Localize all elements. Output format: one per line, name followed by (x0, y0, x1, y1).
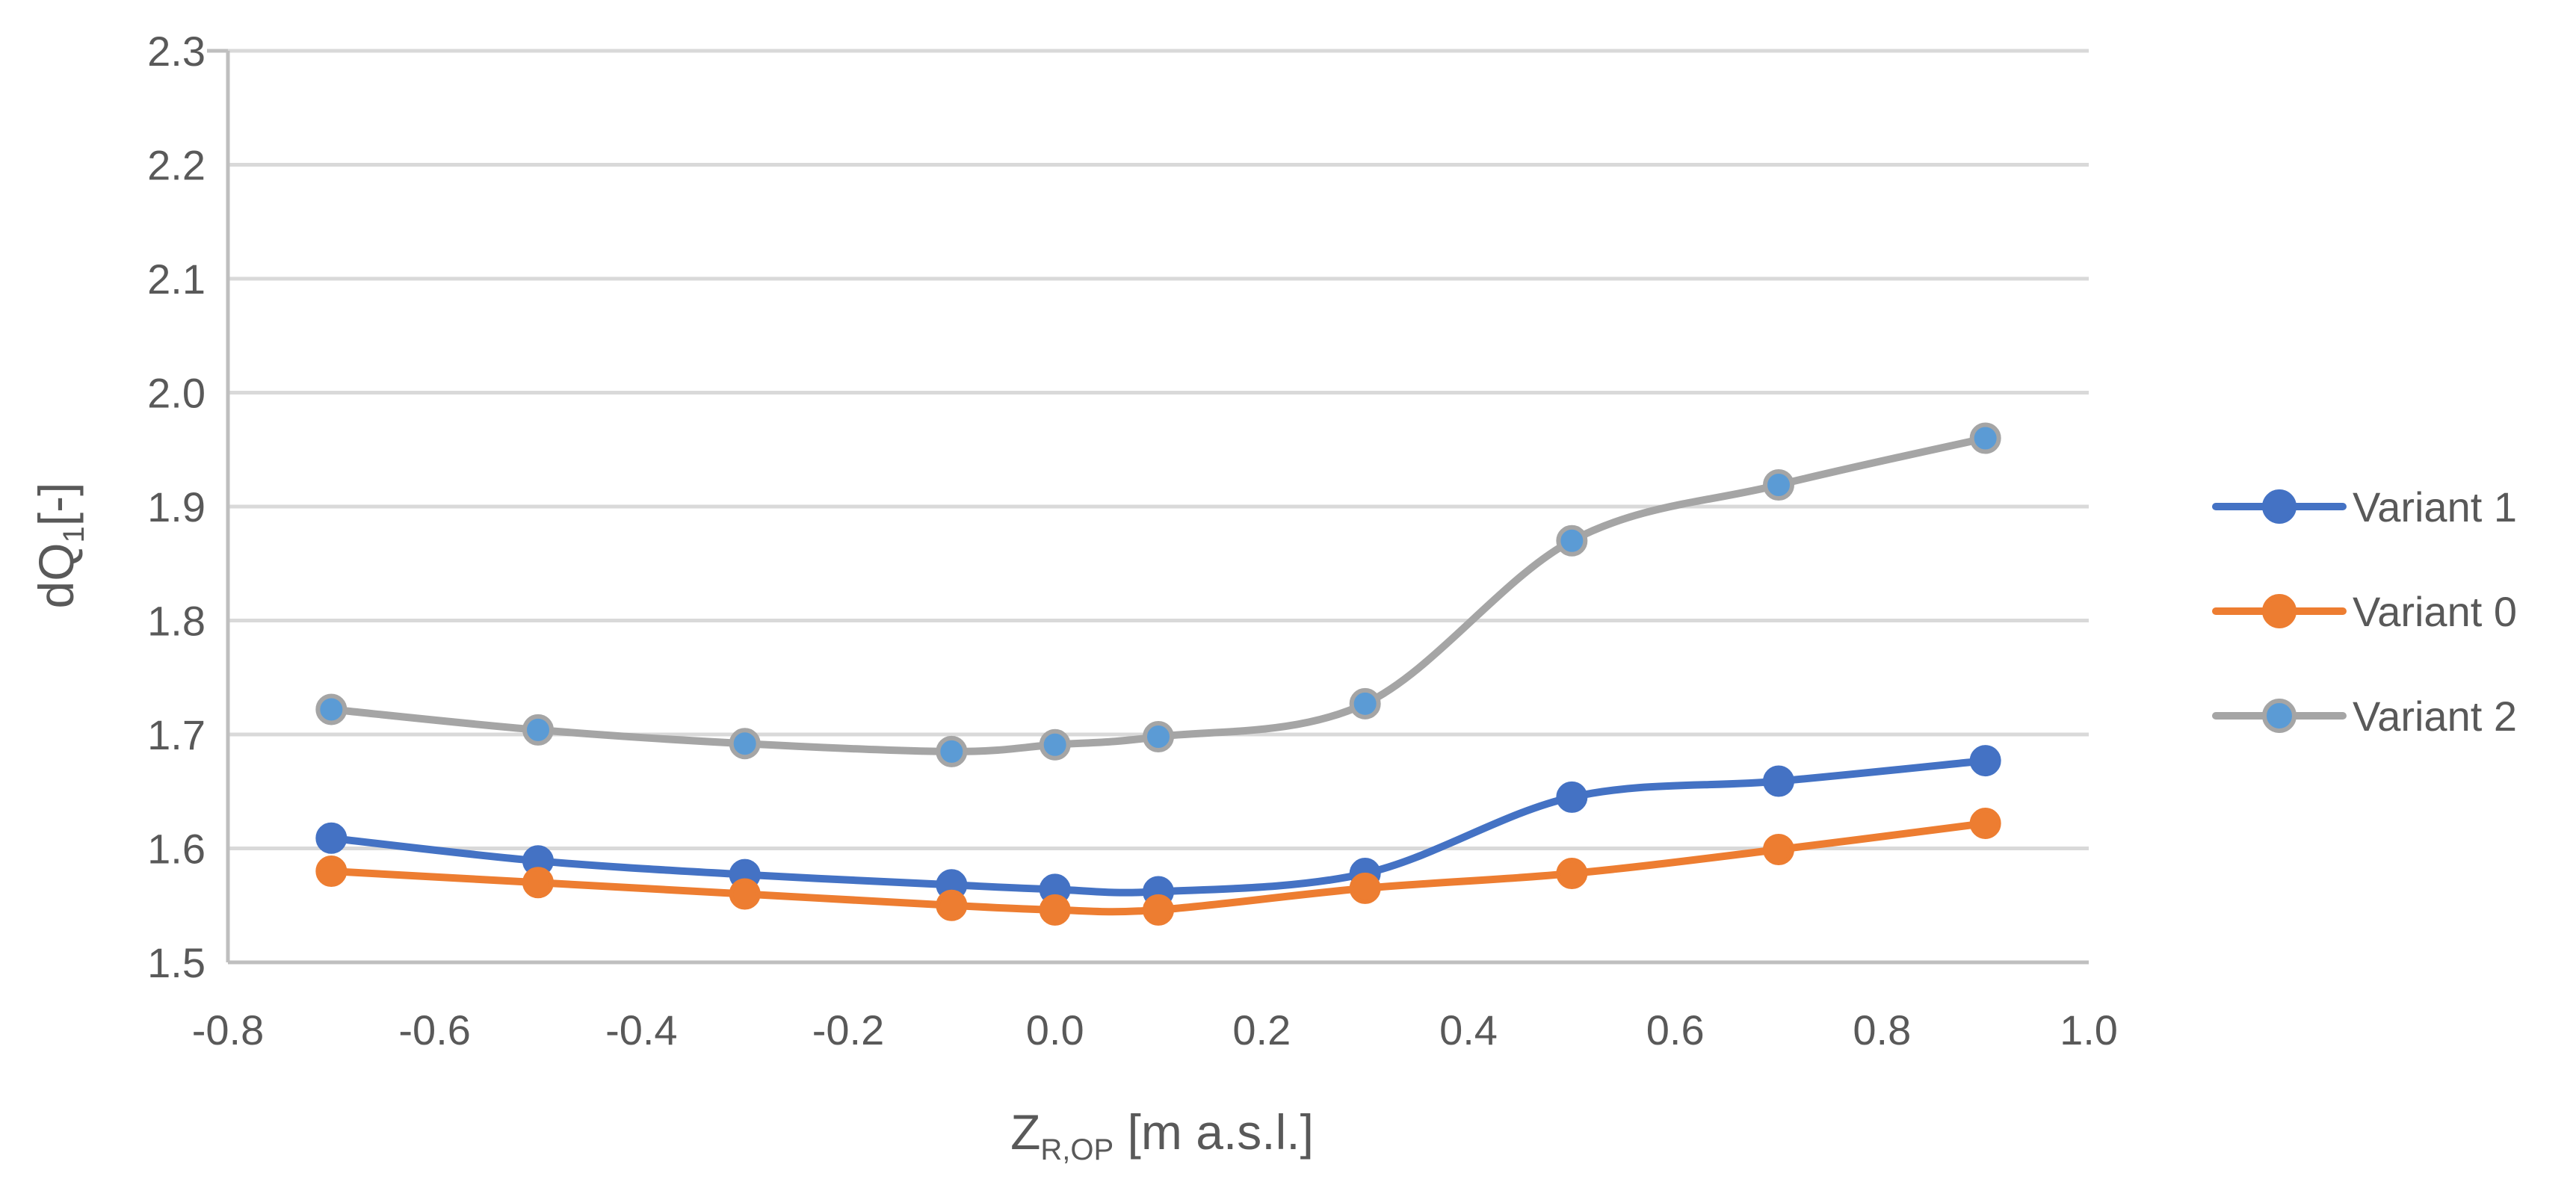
x-tick-label: 0.0 (1026, 1006, 1084, 1053)
y-axis-title: dQ1[-] (28, 483, 90, 609)
legend-item-variant-0: Variant 0 (2212, 588, 2517, 635)
data-point-variant-0 (1349, 872, 1381, 904)
series-line-variant-2 (327, 434, 1989, 755)
data-point-variant-1 (1763, 765, 1794, 797)
y-tick-label: 1.5 (147, 939, 206, 986)
data-point-variant-0 (936, 889, 968, 921)
x-tick-label: 0.6 (1646, 1006, 1705, 1053)
data-point-variant-2 (1556, 525, 1588, 557)
x-tick-label: 0.2 (1232, 1006, 1291, 1053)
y-axis-title-sub: 1 (58, 526, 90, 542)
data-point-variant-0 (1763, 834, 1794, 866)
y-tick-label: 2.0 (147, 370, 206, 417)
x-axis-title: ZR,OP [m a.s.l.] (1010, 1104, 1314, 1166)
axes (207, 49, 2089, 965)
data-point-variant-2 (1143, 721, 1174, 753)
y-tick-label: 1.7 (147, 711, 206, 758)
legend-label: Variant 1 (2353, 483, 2517, 530)
data-point-variant-0 (315, 856, 348, 887)
data-point-variant-2 (315, 693, 348, 725)
data-point-variant-1 (1556, 781, 1588, 813)
y-axis-title-main: dQ (28, 542, 84, 608)
y-tick-label: 2.3 (147, 28, 206, 75)
y-tick-label: 1.8 (147, 598, 206, 645)
y-tick-label: 1.6 (147, 826, 206, 873)
legend: Variant 1 Variant 0 Variant 2 (2212, 483, 2517, 740)
data-point-variant-2 (1349, 687, 1381, 720)
y-tick-label: 2.1 (147, 256, 206, 303)
y-tick-label: 2.2 (147, 142, 206, 189)
series-group (315, 422, 2001, 926)
series-line-variant-1 (327, 757, 1989, 897)
series-line-variant-0 (327, 819, 1989, 916)
y-axis-title-unit: [-] (28, 483, 84, 527)
x-tick-labels: -0.8 -0.6 -0.4 -0.2 0.0 0.2 0.4 0.6 0.8 1.0 (192, 1006, 2118, 1053)
legend-item-variant-2: Variant 2 (2212, 693, 2517, 740)
data-point-variant-2 (936, 735, 968, 767)
data-point-variant-0 (729, 878, 761, 910)
data-point-variant-2 (729, 728, 761, 760)
y-tick-label: 1.9 (147, 483, 206, 530)
x-axis-title-sub: R,OP (1040, 1133, 1114, 1166)
data-point-variant-1 (315, 822, 348, 854)
data-point-variant-2 (522, 714, 554, 746)
legend-label: Variant 2 (2353, 693, 2517, 740)
x-tick-label: -0.8 (192, 1006, 265, 1053)
data-point-variant-0 (1039, 894, 1071, 926)
data-point-variant-0 (522, 867, 554, 899)
x-tick-label: 0.4 (1439, 1006, 1498, 1053)
x-tick-label: -0.2 (812, 1006, 885, 1053)
data-point-variant-2 (1763, 469, 1794, 501)
data-point-variant-0 (1143, 894, 1174, 926)
legend-swatch-marker (2262, 594, 2297, 628)
x-axis-title-unit: [m a.s.l.] (1114, 1104, 1314, 1160)
x-tick-label: 0.8 (1853, 1006, 1911, 1053)
series-variant-2 (315, 422, 2001, 767)
data-point-variant-0 (1969, 807, 2001, 839)
y-tick-labels: 1.5 1.6 1.7 1.8 1.9 2.0 2.1 2.2 2.3 (147, 28, 206, 986)
data-point-variant-2 (1039, 728, 1071, 761)
legend-swatch-marker (2262, 489, 2297, 524)
legend-label: Variant 0 (2353, 588, 2517, 635)
x-tick-label: 1.0 (2060, 1006, 2118, 1053)
x-tick-label: -0.6 (398, 1006, 471, 1053)
legend-swatch-marker (2262, 699, 2297, 733)
data-point-variant-1 (1969, 745, 2001, 777)
legend-item-variant-1: Variant 1 (2212, 483, 2517, 530)
data-point-variant-2 (1969, 422, 2001, 454)
x-axis-title-main: Z (1010, 1104, 1040, 1160)
series-variant-0 (315, 807, 2001, 926)
data-point-variant-0 (1556, 858, 1588, 890)
x-tick-label: -0.4 (605, 1006, 678, 1053)
